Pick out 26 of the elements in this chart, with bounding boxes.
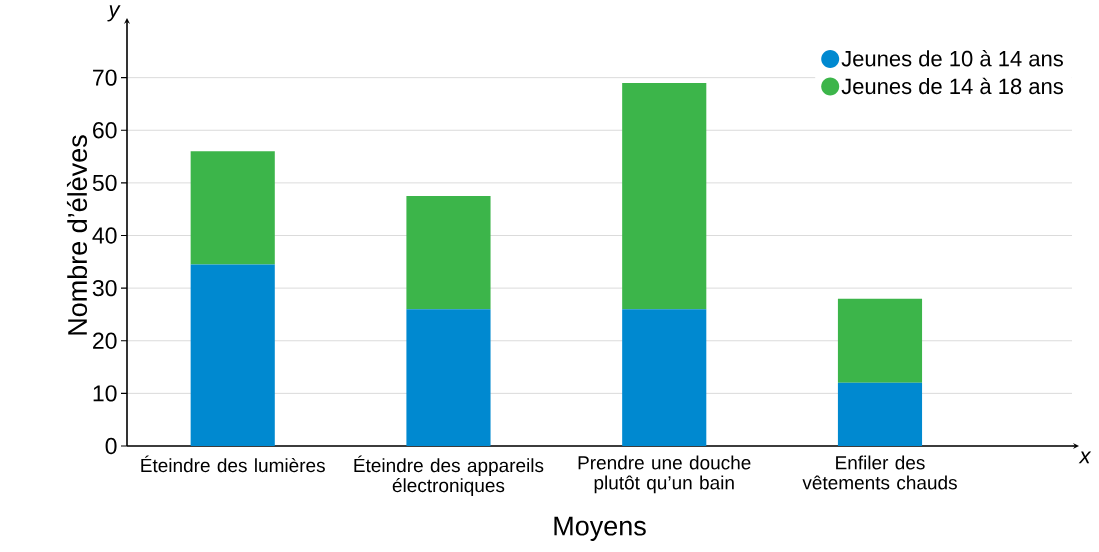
bar <box>837 382 923 446</box>
y-tick-label: 50 <box>92 174 117 192</box>
x-tick-label: Éteindre des lumières <box>141 455 325 473</box>
bar <box>406 309 491 446</box>
text: x <box>1078 451 1092 464</box>
y-tick-label: 0 <box>105 437 117 455</box>
bar <box>622 309 707 446</box>
text: y <box>107 5 121 22</box>
y-axis-title: Nombre d’élèves <box>66 135 88 335</box>
y-tick-label: 60 <box>93 122 117 139</box>
y-tick-label: 40 <box>92 227 117 244</box>
x-tick-label: Prendre une douche plutôt qu’un bain <box>578 455 751 494</box>
legend-label: Jeunes de 10 à 14 ans <box>841 50 1063 67</box>
legend-label: Jeunes de 14 à 18 ans <box>841 77 1063 95</box>
bar <box>190 264 275 446</box>
x-tick-label: Éteindre des appareils électroniques <box>354 455 544 496</box>
y-tick-label: 70 <box>93 69 117 86</box>
y-tick-label: 20 <box>93 332 117 349</box>
bar <box>406 196 491 310</box>
y-tick-label: 10 <box>93 385 117 402</box>
x-axis-title: Moyens <box>554 516 646 541</box>
x-tick-label: Enfiler des vêtements chauds <box>802 455 957 490</box>
y-tick-label: 30 <box>92 279 117 297</box>
bar <box>622 82 707 310</box>
bar <box>837 298 923 383</box>
bar <box>190 151 275 265</box>
